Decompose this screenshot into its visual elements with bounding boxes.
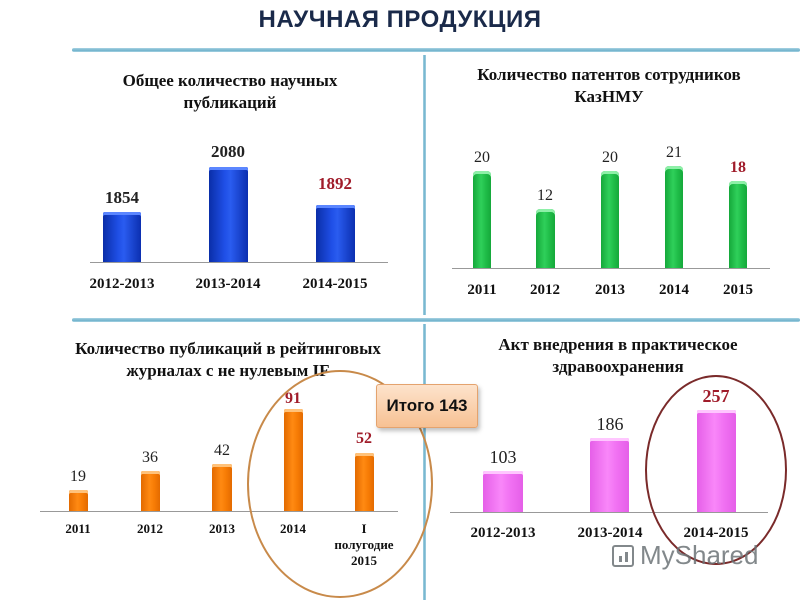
bar-value: 42 [214,442,230,459]
bar [141,471,160,511]
category-label: 2014-2015 [302,276,368,292]
category-label: 2013-2014 [577,525,643,541]
bar-value-highlight: 1892 [318,174,352,193]
bar [316,205,355,262]
bar [665,166,683,268]
chart-title: Количество публикаций в рейтинговых журн… [75,339,381,380]
x-axis [90,262,388,263]
bar-value: 2080 [211,142,245,161]
bar [212,464,232,511]
bar-value: 20 [474,149,490,166]
bar [103,212,141,262]
category-label: 2015 [723,282,753,298]
category-label: 2012 [137,521,163,536]
chart-title: Количество патентов сотрудников КазНМУ [477,65,741,106]
page-title: НАУЧНАЯ ПРОДУКЦИЯ [258,6,542,33]
watermark-text: MyShared [640,540,759,570]
bar [209,167,248,262]
category-label: 2012-2013 [470,525,536,541]
bar [601,171,619,268]
bar [729,181,747,268]
bar [473,171,491,268]
category-label: 2014 [659,282,689,298]
bar-value: 21 [666,144,682,161]
category-label: 2012 [530,282,560,298]
x-axis [452,268,770,269]
category-label: 2012-2013 [89,276,155,292]
bar [69,490,88,511]
category-label: 2011 [65,521,91,536]
presentation-chart-icon [612,544,634,567]
bar-value: 36 [142,449,158,466]
bar-value: 12 [537,187,553,204]
x-axis [450,512,768,513]
chart-title: Акт внедрения в практическое здравоохран… [498,335,738,376]
total-badge: Итого 143 [376,384,478,428]
bar-value: 1854 [105,188,139,207]
chart-title: Общее количество научных публикаций [122,71,338,112]
bar [590,438,629,512]
highlight-ellipse-darkred [645,375,787,565]
bar [483,471,523,512]
vertical-divider-top [423,55,426,315]
bar-value: 103 [489,447,517,467]
top-divider [72,48,800,52]
bar [536,209,555,268]
middle-divider [72,318,800,322]
category-label: 2013-2014 [195,276,261,292]
category-label: 2011 [467,282,497,298]
category-label: 2013 [595,282,625,298]
category-label: 2013 [209,521,235,536]
bar-value-highlight: 18 [730,159,746,176]
bar-value: 186 [596,414,624,434]
bar-value: 20 [602,149,618,166]
watermark: MyShared [612,540,759,571]
bar-value: 19 [70,468,86,485]
x-axis [40,511,398,512]
highlight-ellipse-orange [247,370,433,598]
